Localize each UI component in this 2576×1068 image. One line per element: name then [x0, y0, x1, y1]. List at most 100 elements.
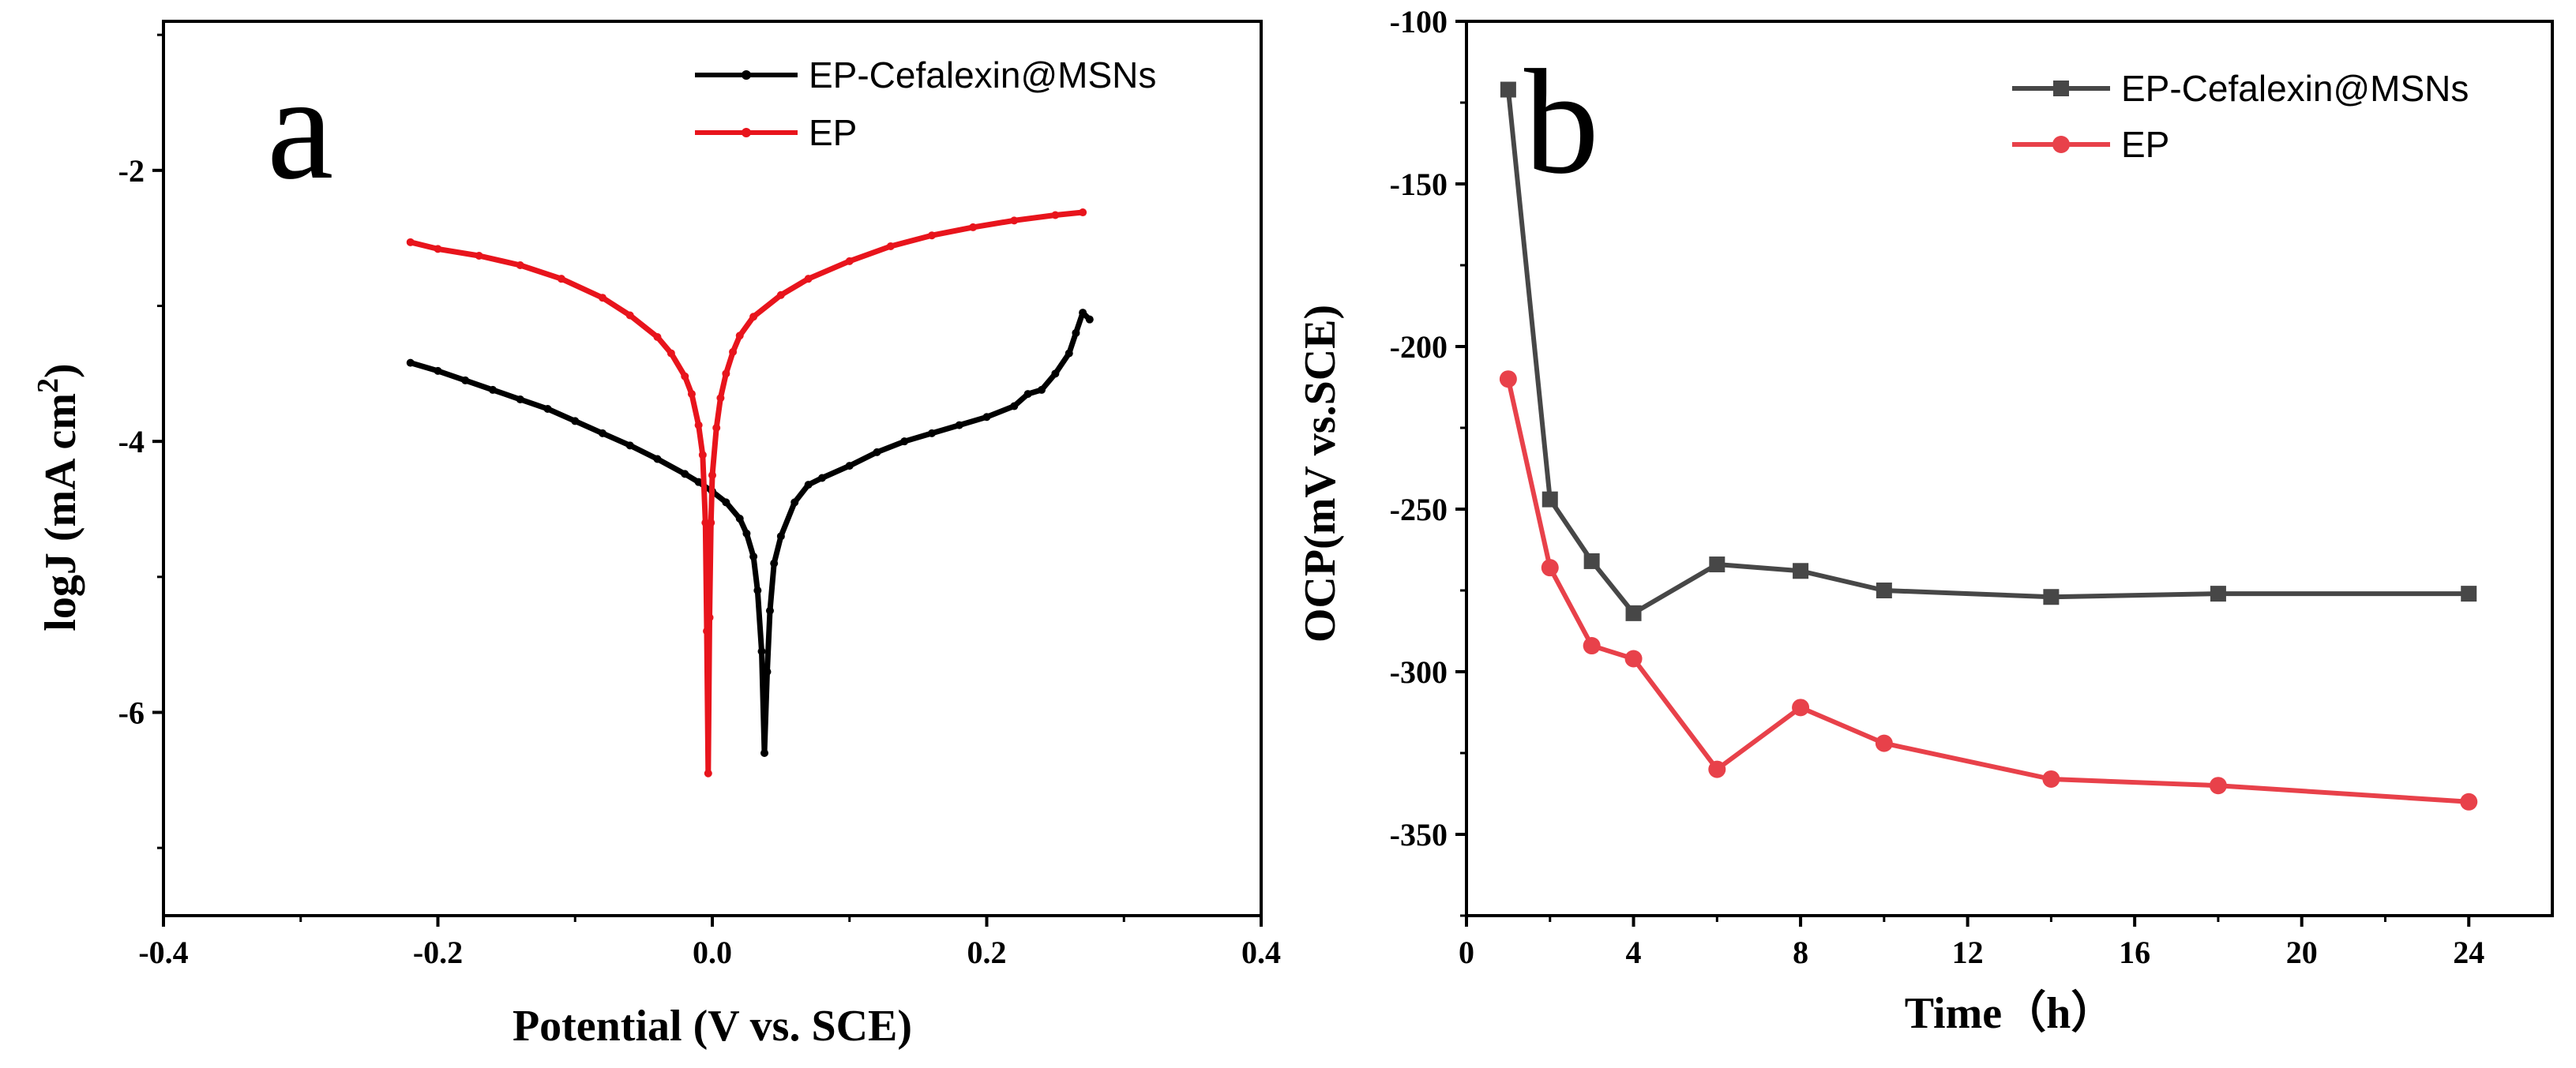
panel-a-data-point-ep-cefalexin-msns: [776, 532, 785, 541]
panel-a-data-point-ep: [804, 275, 813, 283]
panel-b-y-tick-label: -300: [1390, 654, 1448, 690]
panel-a-series-line-ep: [407, 209, 1086, 777]
panel-a-data-point-ep: [886, 242, 895, 250]
panel-a-data-point-ep-cefalexin-msns: [461, 376, 470, 384]
panel-a-data-point-ep: [1051, 211, 1060, 219]
panel-a-data-point-ep: [776, 290, 785, 299]
panel-a-data-point-ep-cefalexin-msns: [845, 462, 854, 470]
panel-a-legend: EP-Cefalexin@MSNs EP: [695, 54, 1156, 153]
panel-a-data-point-ep-cefalexin-msns: [928, 429, 936, 437]
panel-b-data-point-ep-cefalexin-msns: [1583, 553, 1600, 569]
panel-b-x-axis-title: Time（h）: [1905, 988, 2116, 1038]
panel-a-data-point-ep-cefalexin-msns: [722, 498, 730, 507]
panel-a-series: [406, 208, 1094, 778]
panel-b-y-tick-label: -100: [1390, 4, 1448, 39]
panel-a-data-point-ep: [694, 421, 703, 429]
panel-a-data-point-ep: [701, 519, 710, 527]
panel-a-data-point-ep: [434, 245, 442, 253]
panel-a-data-point-ep-cefalexin-msns: [765, 606, 774, 615]
panel-a-data-point-ep: [716, 394, 725, 403]
panel-a-data-point-ep-cefalexin-msns: [770, 559, 779, 568]
panel-a-y-axis-title-sup: 2: [32, 378, 65, 393]
panel-b-data-point-ep-cefalexin-msns: [1876, 583, 1892, 598]
panel-a-data-point-ep-cefalexin-msns: [434, 366, 442, 375]
panel-b-data-point-ep-cefalexin-msns: [2043, 589, 2060, 605]
panel-a-x-tick-label: -0.4: [138, 935, 188, 970]
panel-a-data-point-ep: [681, 372, 689, 380]
panel-a-data-point-ep: [557, 275, 565, 283]
panel-a-data-point-ep: [845, 257, 854, 265]
panel-b-x-tick-label: 24: [2453, 935, 2484, 970]
panel-a-data-point-ep: [749, 313, 758, 321]
panel-a-y-axis-title-main: logJ (mA cm: [36, 393, 85, 631]
panel-b-y-tick-label: -150: [1390, 167, 1448, 202]
panel-b-data-point-ep: [2042, 770, 2060, 788]
panel-a-data-point-ep: [722, 369, 730, 378]
panel-a-data-point-ep: [969, 223, 978, 231]
panel-b-data-point-ep: [1541, 559, 1559, 577]
panel-b-data-point-ep-cefalexin-msns: [1625, 605, 1642, 621]
panel-a-data-point-ep: [625, 311, 634, 320]
panel-a-data-point-ep: [516, 261, 524, 269]
panel-a-data-point-ep: [704, 769, 712, 778]
panel-a-data-point-ep-cefalexin-msns: [1072, 328, 1080, 337]
panel-a-x-tick-label: 0.2: [967, 935, 1007, 970]
panel-a-data-point-ep-cefalexin-msns: [599, 429, 606, 437]
panel-b-data-point-ep: [1875, 734, 1893, 752]
panel-a-y-tick-label: -2: [118, 153, 145, 189]
panel-a-data-point-ep-cefalexin-msns: [1051, 369, 1060, 378]
panel-b-x-tick-label: 20: [2286, 935, 2318, 970]
panel-a-data-point-ep-cefalexin-msns: [653, 455, 662, 463]
panel-a-data-point-ep-cefalexin-msns: [790, 498, 799, 507]
panel-a-data-point-ep-cefalexin-msns: [804, 481, 813, 489]
panel-a-data-point-ep-cefalexin-msns: [1010, 402, 1019, 410]
panel-b-x-tick-label: 4: [1626, 935, 1642, 970]
panel-b-y-tick-label: -350: [1390, 817, 1448, 853]
panel-a-y-tick-label: -6: [118, 695, 145, 731]
panel-a-x-axis-title: Potential (V vs. SCE): [513, 1002, 912, 1051]
panel-a-chart: -0.4 -0.2 0.0 0.2 0.4 -6 -4 -2 a EP-Cefalexin@M…: [32, 20, 1281, 1051]
panel-b-chart: 0 4 8 12 16 20 24 -350 -300 -250 -200 -150 -100 b EP…: [1296, 4, 2554, 1038]
panel-a-data-point-ep: [406, 238, 415, 246]
panel-a-data-point-ep: [475, 251, 483, 260]
panel-a-data-point-ep: [712, 424, 721, 432]
panel-b-letter: b: [1524, 39, 1599, 205]
panel-a-data-point-ep-cefalexin-msns: [516, 395, 524, 403]
panel-b-series-line-ep: [1505, 377, 2472, 804]
panel-a-data-point-ep: [698, 451, 707, 459]
panel-a-data-point-ep-cefalexin-msns: [625, 441, 634, 450]
panel-a-legend-label-cefalexin: EP-Cefalexin@MSNs: [809, 54, 1156, 96]
panel-a-data-point-ep-cefalexin-msns: [571, 417, 580, 425]
panel-a-data-point-ep: [653, 332, 662, 341]
panel-a-legend-marker-cefalexin: [742, 70, 751, 80]
panel-b-data-point-ep-cefalexin-msns: [2210, 586, 2226, 602]
panel-b-data-point-ep: [1499, 370, 1517, 388]
panel-b-legend: EP-Cefalexin@MSNs EP: [2012, 68, 2469, 165]
panel-a-data-point-ep-cefalexin-msns: [818, 474, 826, 482]
panel-a-legend-label-ep: EP: [809, 112, 857, 153]
panel-a-data-point-ep: [708, 471, 716, 480]
panel-a-y-axis-title: logJ (mA cm2): [32, 363, 85, 631]
panel-b-legend-marker-ep: [2052, 136, 2070, 153]
panel-a-letter: a: [267, 45, 333, 211]
panel-a-data-point-ep: [599, 294, 606, 302]
panel-b-x-tick-label: 0: [1459, 935, 1474, 970]
panel-a-ticks: -0.4 -0.2 0.0 0.2 0.4 -6 -4 -2: [118, 33, 1281, 970]
panel-a-data-point-ep-cefalexin-msns: [749, 553, 758, 561]
panel-a-data-point-ep-cefalexin-msns: [1065, 349, 1073, 358]
panel-a-data-point-ep-cefalexin-msns: [1085, 315, 1094, 324]
panel-a-data-point-ep-cefalexin-msns: [757, 647, 766, 656]
panel-a-data-point-ep-cefalexin-msns: [1079, 309, 1087, 317]
panel-a-data-point-ep: [705, 613, 714, 622]
panel-b-series-line-ep-cefalexin-msns: [1505, 87, 2472, 616]
panel-b-series: [1499, 81, 2478, 811]
panel-b-y-axis-title: OCP(mV vs.SCE): [1296, 305, 1345, 643]
panel-b-legend-label-ep: EP: [2121, 124, 2169, 165]
panel-b-legend-marker-cefalexin: [2053, 81, 2069, 96]
panel-a-x-tick-label: 0.4: [1241, 935, 1281, 970]
panel-a-data-point-ep: [735, 332, 744, 340]
panel-a-data-point-ep-cefalexin-msns: [760, 749, 769, 757]
panel-b-data-point-ep: [1583, 637, 1601, 655]
panel-a-data-point-ep-cefalexin-msns: [873, 448, 881, 456]
